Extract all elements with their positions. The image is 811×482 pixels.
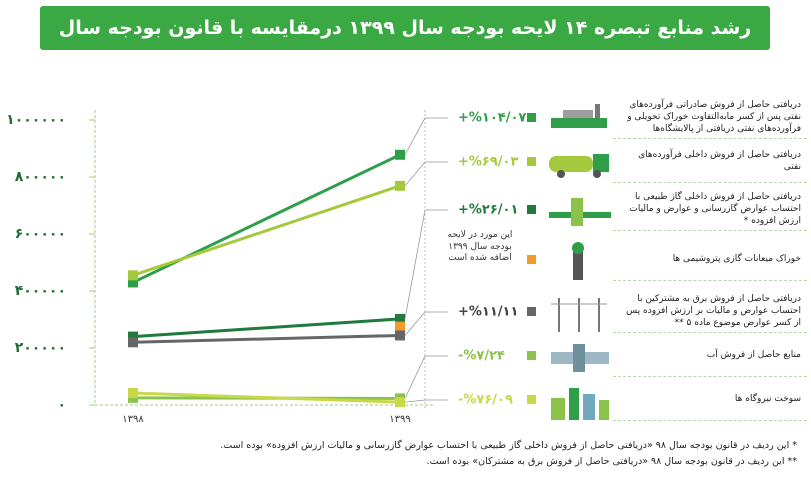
legend-swatch (527, 205, 536, 214)
legend-item: دریافتی حاصل از فروش صادراتی فرآورده‌های… (525, 96, 807, 140)
legend-item: سوخت نیروگاه ها (525, 378, 807, 422)
legend-swatch (527, 395, 536, 404)
change-label: -%۷۶/۰۹ (458, 393, 513, 408)
point-marker (395, 181, 405, 191)
legend-icon (545, 292, 615, 332)
label-connector (405, 400, 448, 402)
legend-label: دریافتی حاصل از فروش داخلی گاز طبیعی با … (619, 188, 801, 232)
y-tick-label: ۱۰۰۰۰۰۰ (6, 112, 66, 128)
point-marker (128, 388, 138, 398)
legend-swatch (527, 307, 536, 316)
legend-label: خوراک میعانات گازی پتروشیمی ها (619, 238, 801, 282)
legend-swatch (527, 255, 536, 264)
legend-item: منابع حاصل از فروش آب (525, 334, 807, 378)
series-line (133, 186, 400, 275)
y-tick-label: ۰ (57, 397, 66, 413)
y-tick-label: ۸۰۰۰۰۰ (15, 169, 66, 185)
footnote: ** این ردیف در قانون بودجه سال ۹۸ «دریاف… (7, 456, 797, 467)
change-label: +%۶۹/۰۳ (458, 155, 518, 170)
page: {"chart_data": {"type": "line", "title":… (0, 0, 811, 482)
point-marker (395, 397, 405, 407)
point-marker (395, 150, 405, 160)
point-marker (128, 337, 138, 347)
legend-icon (545, 380, 615, 420)
note: این مورد در لایحه بودجه سال ۱۳۹۹ اضافه ش… (440, 230, 520, 265)
label-connector (405, 118, 448, 155)
change-label: +%۱۰۴/۰۷ (458, 111, 526, 126)
legend-icon (545, 142, 615, 182)
legend-icon (545, 190, 615, 230)
note-box: این مورد در لایحه بودجه سال ۱۳۹۹ اضافه ش… (440, 230, 520, 284)
point-marker (395, 322, 405, 332)
point-marker (395, 330, 405, 340)
change-label: -%۷/۲۴ (458, 349, 505, 364)
y-tick-label: ۲۰۰۰۰۰ (15, 340, 66, 356)
label-connector (405, 312, 448, 335)
change-label: +%۲۶/۰۱ (458, 203, 518, 218)
legend-item: خوراک میعانات گازی پتروشیمی ها (525, 238, 807, 282)
legend-icon (545, 336, 615, 376)
y-tick-label: ۶۰۰۰۰۰ (15, 226, 66, 242)
legend-swatch (527, 157, 536, 166)
legend-icon (545, 240, 615, 280)
legend-label: منابع حاصل از فروش آب (619, 334, 801, 378)
legend-item: دریافتی حاصل از فروش داخلی گاز طبیعی با … (525, 188, 807, 232)
series-line (133, 335, 400, 342)
label-connector (405, 162, 448, 186)
change-label: +%۱۱/۱۱ (458, 305, 518, 320)
point-marker (128, 270, 138, 280)
x-tick-label: ۱۳۹۸ (122, 414, 144, 425)
legend-item: دریافتی حاصل از فروش برق به مشترکین با ا… (525, 290, 807, 334)
legend-swatch (527, 113, 536, 122)
x-tick-label: ۱۳۹۹ (389, 414, 410, 425)
y-tick-label: ۴۰۰۰۰۰ (15, 283, 66, 299)
legend-label: دریافتی حاصل از فروش برق به مشترکین با ا… (619, 290, 801, 334)
legend-icon (545, 98, 615, 138)
footnote: * این ردیف در قانون بودجه سال ۹۸ «دریافت… (7, 440, 797, 451)
label-connector (405, 356, 448, 398)
legend-label: دریافتی حاصل از فروش داخلی فرآورده‌های ن… (619, 140, 801, 184)
legend-item: دریافتی حاصل از فروش داخلی فرآورده‌های ن… (525, 140, 807, 184)
legend-swatch (527, 351, 536, 360)
legend-label: سوخت نیروگاه ها (619, 378, 801, 422)
legend-label: دریافتی حاصل از فروش صادراتی فرآورده‌های… (619, 96, 801, 140)
series-line (133, 319, 400, 337)
